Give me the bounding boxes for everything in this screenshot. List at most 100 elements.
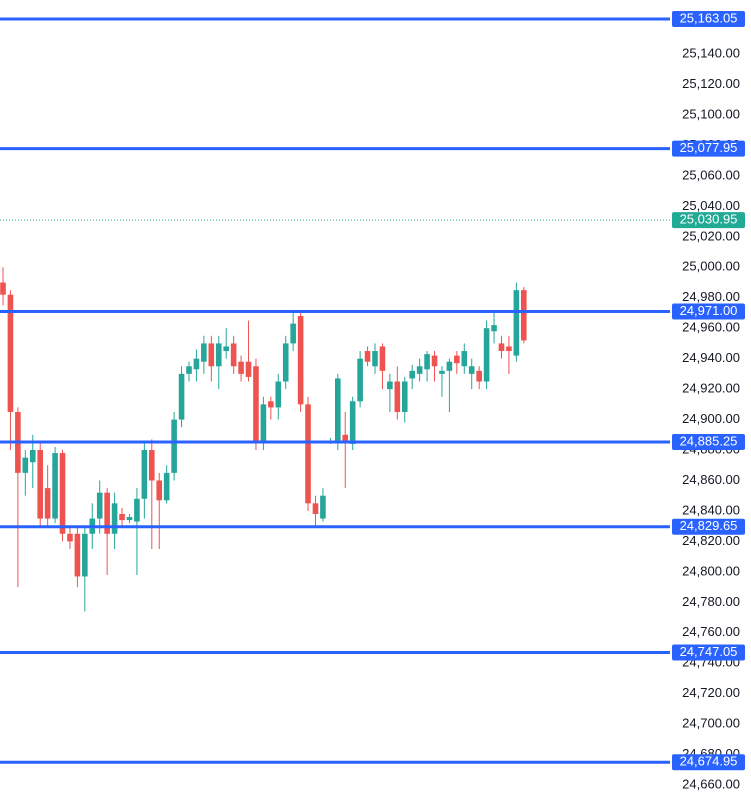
candle-body: [74, 533, 81, 577]
y-tick-label: 25,140.00: [682, 46, 740, 61]
y-tick-label: 24,900.00: [682, 411, 740, 426]
candle-body: [521, 290, 527, 341]
y-tick-label: 24,780.00: [682, 594, 740, 609]
level-label: 24,885.25: [680, 433, 738, 448]
candle-body: [491, 325, 497, 332]
level-label: 24,674.95: [680, 754, 738, 769]
y-tick-label: 25,020.00: [682, 228, 740, 243]
candle-body: [416, 366, 423, 374]
y-tick-label: 24,960.00: [682, 320, 740, 335]
candle-body: [29, 450, 36, 463]
candle-body: [297, 316, 304, 405]
y-tick-label: 25,000.00: [682, 259, 740, 274]
y-tick-label: 25,040.00: [682, 198, 740, 213]
candle-body: [22, 457, 29, 473]
candle-body: [349, 401, 356, 444]
candle-body: [268, 401, 274, 408]
y-tick-label: 24,820.00: [682, 533, 740, 548]
candle-body: [44, 488, 51, 519]
candle-body: [275, 381, 282, 408]
candle-body: [119, 513, 125, 521]
level-label-box: [672, 518, 745, 535]
y-tick-label: 24,980.00: [682, 289, 740, 304]
candle-body: [37, 450, 43, 519]
candle-body: [253, 366, 259, 443]
candle-body: [67, 533, 73, 542]
candle-body: [461, 351, 468, 367]
candle-body: [193, 358, 200, 370]
candle-body: [134, 498, 140, 522]
candle-body: [513, 290, 520, 356]
candle-body: [364, 351, 371, 362]
candle-body: [215, 343, 222, 367]
candle-body: [141, 450, 148, 499]
candle-body: [483, 328, 490, 382]
candle-body: [401, 381, 408, 412]
candle-body: [342, 434, 349, 443]
y-tick-label: 25,060.00: [682, 167, 740, 182]
y-tick-label: 24,840.00: [682, 502, 740, 517]
level-label-box: [672, 303, 745, 320]
candle-body: [424, 354, 430, 370]
candle-body: [312, 503, 319, 514]
candle-body: [7, 294, 14, 412]
level-label-box: [672, 140, 745, 157]
candle-body: [96, 492, 103, 519]
candle-body: [290, 323, 296, 344]
candle-body: [208, 343, 215, 367]
y-tick-label: 24,860.00: [682, 472, 740, 487]
level-label: 25,077.95: [680, 140, 738, 155]
candle-body: [320, 495, 326, 519]
candle-body: [468, 366, 475, 374]
level-label-box: [672, 754, 745, 771]
candle-body: [506, 346, 512, 352]
candle-body: [439, 370, 445, 374]
y-tick-label: 25,120.00: [682, 76, 740, 91]
candle-body: [59, 453, 66, 534]
candle-body: [163, 472, 170, 501]
level-label: 24,971.00: [680, 303, 738, 318]
candle-body: [282, 343, 289, 382]
candle-body: [126, 517, 133, 521]
y-tick-label: 24,800.00: [682, 563, 740, 578]
level-label-box: [672, 10, 745, 27]
candle-body: [104, 492, 110, 534]
level-label: 24,747.05: [680, 644, 738, 659]
candle-body: [186, 366, 192, 374]
level-label: 24,829.65: [680, 518, 738, 533]
y-tick-label: 25,100.00: [682, 106, 740, 121]
candle-body: [454, 355, 460, 364]
level-label-box: [672, 644, 745, 661]
candle-body: [372, 351, 378, 367]
candle-body: [431, 355, 438, 367]
candle-body: [171, 419, 177, 473]
candle-body: [0, 282, 6, 295]
last-price-label-box: [672, 212, 745, 229]
last-price-label: 25,030.95: [680, 212, 738, 227]
y-tick-label: 24,720.00: [682, 685, 740, 700]
y-tick-label: 24,760.00: [682, 624, 740, 639]
candle-body: [149, 450, 155, 481]
level-label-box: [672, 434, 745, 451]
y-tick-label: 24,700.00: [682, 716, 740, 731]
candle-body: [82, 533, 88, 577]
level-label: 25,163.05: [680, 10, 738, 25]
candle-body: [223, 346, 229, 352]
candle-body: [230, 343, 237, 367]
candle-body: [409, 370, 415, 379]
candle-body: [305, 404, 311, 504]
candle-body: [260, 404, 267, 443]
candle-body: [238, 361, 244, 374]
candle-body: [387, 381, 393, 390]
candle-body: [394, 381, 401, 412]
candle-body: [357, 358, 363, 402]
y-tick-label: 24,940.00: [682, 350, 740, 365]
candle-body: [446, 361, 453, 371]
candle-body: [379, 346, 386, 371]
candle-body: [476, 370, 482, 382]
candle-body: [498, 343, 505, 352]
candle-body: [335, 378, 341, 441]
candle-body: [245, 361, 252, 377]
candle-body: [111, 503, 118, 534]
